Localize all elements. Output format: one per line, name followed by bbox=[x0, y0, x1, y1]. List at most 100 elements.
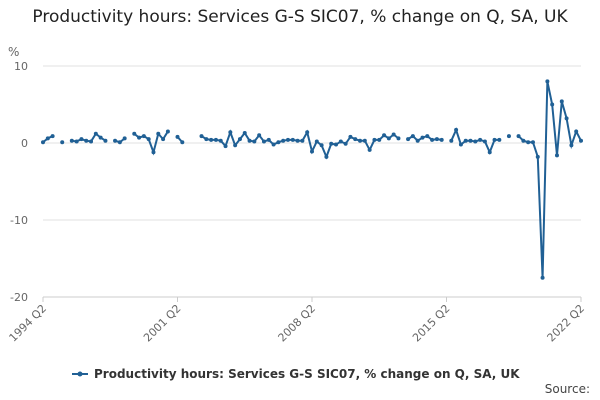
point bbox=[218, 138, 223, 143]
chart-title: Productivity hours: Services G-S SIC07, … bbox=[32, 7, 568, 27]
point bbox=[497, 137, 502, 142]
point bbox=[463, 138, 468, 143]
point bbox=[348, 134, 353, 139]
point bbox=[50, 134, 55, 139]
point bbox=[569, 143, 574, 148]
point bbox=[175, 134, 180, 139]
point bbox=[290, 137, 295, 142]
point bbox=[276, 140, 281, 145]
point bbox=[415, 138, 420, 143]
point bbox=[137, 135, 142, 140]
point bbox=[310, 149, 314, 154]
point bbox=[271, 142, 276, 147]
point bbox=[213, 137, 218, 142]
x-tick-label: 2008 Q2 bbox=[276, 302, 319, 345]
point bbox=[478, 137, 483, 142]
point bbox=[434, 137, 439, 142]
point bbox=[300, 138, 305, 143]
point bbox=[535, 154, 540, 159]
point bbox=[506, 134, 511, 139]
point bbox=[204, 137, 209, 142]
point bbox=[550, 102, 555, 107]
point bbox=[473, 139, 478, 144]
point bbox=[45, 136, 50, 141]
point bbox=[334, 142, 339, 147]
point bbox=[362, 138, 367, 143]
point bbox=[132, 131, 137, 136]
point bbox=[199, 134, 204, 139]
point bbox=[103, 138, 108, 143]
point bbox=[540, 275, 545, 280]
point bbox=[439, 137, 444, 142]
point bbox=[554, 153, 559, 158]
point bbox=[41, 140, 45, 145]
line bbox=[200, 129, 400, 160]
point bbox=[382, 133, 387, 138]
point bbox=[161, 137, 166, 142]
point bbox=[98, 135, 103, 140]
point bbox=[233, 143, 238, 148]
point bbox=[228, 130, 233, 135]
point bbox=[285, 137, 290, 142]
point bbox=[454, 127, 459, 132]
point bbox=[425, 134, 430, 139]
point bbox=[237, 137, 242, 142]
point bbox=[89, 139, 94, 144]
point bbox=[69, 138, 74, 143]
point bbox=[367, 147, 372, 152]
point bbox=[305, 130, 310, 135]
x-tick-label: 2022 Q2 bbox=[545, 302, 588, 345]
legend-label: Productivity hours: Services G-S SIC07, … bbox=[94, 367, 520, 381]
line bbox=[133, 130, 169, 156]
legend-marker bbox=[77, 371, 83, 377]
point bbox=[372, 137, 377, 142]
point bbox=[60, 140, 65, 145]
point bbox=[430, 137, 435, 142]
point bbox=[113, 138, 118, 143]
point bbox=[84, 138, 89, 143]
y-tick-label: 0 bbox=[21, 137, 28, 150]
point bbox=[151, 150, 156, 155]
point bbox=[223, 144, 228, 149]
point bbox=[209, 137, 214, 142]
point bbox=[386, 136, 391, 141]
point bbox=[406, 137, 411, 142]
point bbox=[579, 138, 583, 143]
x-tick-label: 2015 Q2 bbox=[410, 302, 453, 345]
point bbox=[420, 135, 425, 140]
source: Source: bbox=[545, 382, 590, 396]
point bbox=[180, 140, 185, 145]
point bbox=[122, 136, 127, 141]
point bbox=[487, 150, 492, 155]
point bbox=[391, 132, 396, 137]
y-axis-label: % bbox=[8, 45, 19, 59]
point bbox=[358, 138, 363, 143]
point bbox=[526, 140, 531, 145]
point bbox=[252, 139, 257, 144]
y-tick-label: -10 bbox=[10, 214, 28, 227]
point bbox=[458, 142, 463, 147]
point bbox=[521, 138, 526, 143]
point bbox=[242, 130, 247, 135]
point bbox=[141, 134, 146, 139]
point bbox=[319, 143, 324, 148]
point bbox=[343, 141, 348, 146]
point bbox=[324, 154, 329, 159]
point bbox=[74, 139, 79, 144]
point bbox=[79, 137, 84, 142]
point bbox=[146, 137, 151, 142]
point bbox=[564, 116, 569, 121]
point bbox=[516, 134, 521, 139]
point bbox=[281, 138, 286, 143]
point bbox=[353, 137, 358, 142]
point bbox=[410, 134, 415, 139]
point bbox=[257, 133, 262, 138]
point bbox=[530, 140, 535, 145]
point bbox=[261, 139, 266, 144]
point bbox=[482, 139, 487, 144]
point bbox=[329, 141, 334, 146]
x-tick-label: 1994 Q2 bbox=[7, 302, 50, 345]
point bbox=[93, 131, 98, 136]
